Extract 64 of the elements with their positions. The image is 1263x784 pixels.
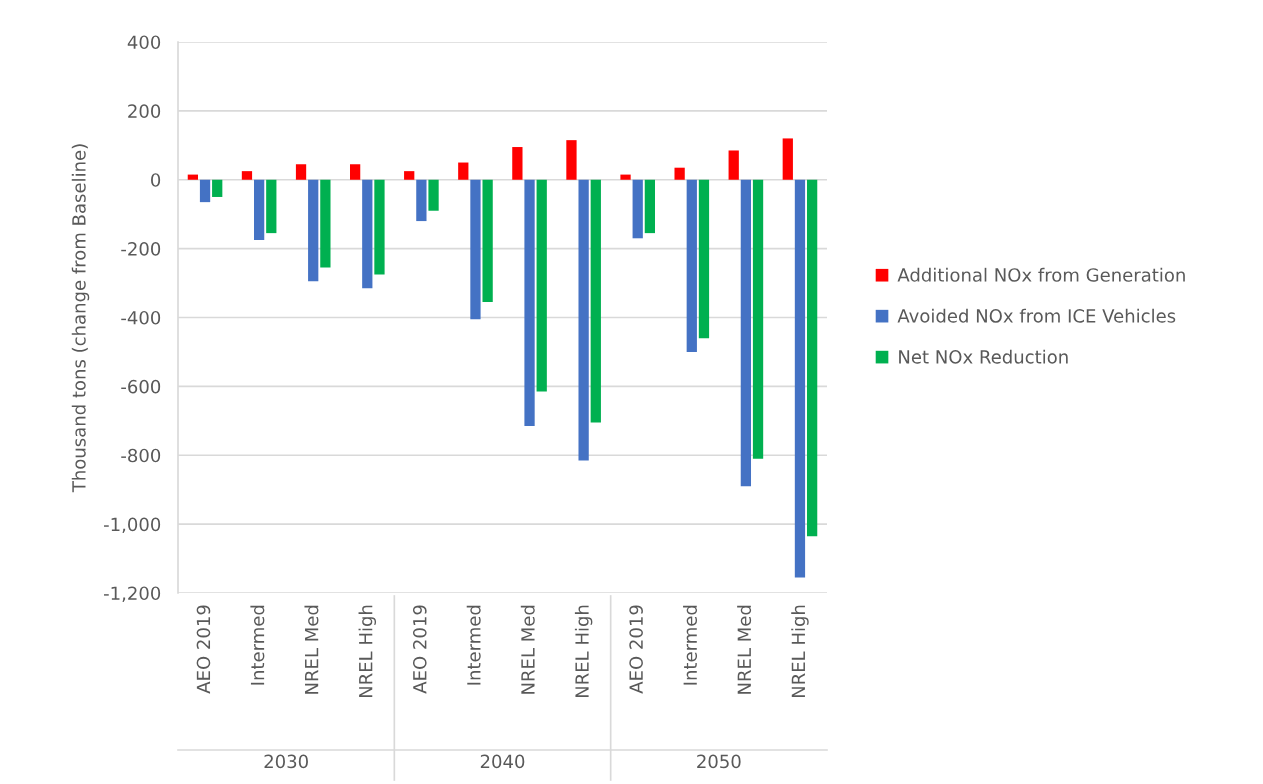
text: 2030 <box>264 754 308 769</box>
bar <box>644 179 656 234</box>
bar <box>620 174 631 180</box>
bar <box>404 171 415 180</box>
bar <box>308 179 319 282</box>
bar <box>524 179 535 426</box>
y-tick-label: -1,200 <box>104 586 161 602</box>
bar <box>794 179 806 578</box>
bar <box>482 179 493 302</box>
x-tick-label: Intermed <box>250 605 265 685</box>
legend-label: Additional NOx from Generation <box>897 267 1185 282</box>
y-tick-label: 400 <box>127 35 161 50</box>
legend-label: Avoided NOx from ICE Vehicles <box>897 308 1176 323</box>
x-tick-label: NREL Med <box>737 605 752 694</box>
text: 2040 <box>480 754 525 769</box>
bar <box>512 147 523 180</box>
bar <box>241 171 253 180</box>
y-tick-label: 0 <box>151 173 161 187</box>
bar <box>566 140 577 180</box>
bar <box>199 179 211 203</box>
bar <box>632 179 643 239</box>
bar <box>806 179 818 537</box>
bar <box>349 164 361 180</box>
legend-label: Net NOx Reduction <box>899 349 1068 364</box>
bar <box>686 179 697 352</box>
bar <box>362 179 373 289</box>
bar <box>458 162 469 180</box>
y-tick-label: -400 <box>121 310 161 325</box>
x-tick-label: NREL High <box>574 605 593 698</box>
bar <box>740 179 752 487</box>
bar <box>374 179 385 275</box>
x-tick-label: NREL Med <box>304 605 319 694</box>
text: 2050 <box>697 754 741 769</box>
x-tick-label: NREL High <box>358 605 377 698</box>
bar <box>253 179 265 241</box>
bar <box>698 179 710 339</box>
bar <box>578 179 589 461</box>
bar <box>266 179 277 234</box>
bar <box>212 179 223 197</box>
x-tick-label: Intermed <box>683 605 698 685</box>
bar <box>782 138 793 180</box>
bar <box>752 179 764 459</box>
bar <box>590 179 601 423</box>
bar <box>728 150 739 180</box>
y-tick-label: -600 <box>121 379 161 394</box>
bar <box>416 179 427 222</box>
x-tick-label: AEO 2019 <box>412 605 427 694</box>
y-tick-label: 200 <box>128 104 161 118</box>
x-tick-label: AEO 2019 <box>629 605 643 694</box>
bar <box>320 179 331 268</box>
y-tick-label: -800 <box>121 448 161 463</box>
bar <box>470 179 481 320</box>
bar <box>674 167 685 180</box>
bar <box>295 164 307 180</box>
x-tick-label: AEO 2019 <box>196 605 211 694</box>
x-tick-label: NREL Med <box>520 605 535 694</box>
bar <box>187 174 199 180</box>
bar <box>428 179 439 211</box>
y-tick-label: -1,000 <box>104 517 161 534</box>
y-tick-label: -200 <box>121 242 161 256</box>
x-tick-label: Intermed <box>466 605 481 685</box>
y-axis-title: Thousand tons (change from Baseline) <box>71 144 90 493</box>
x-tick-label: NREL High <box>791 605 809 698</box>
bar <box>536 179 547 392</box>
